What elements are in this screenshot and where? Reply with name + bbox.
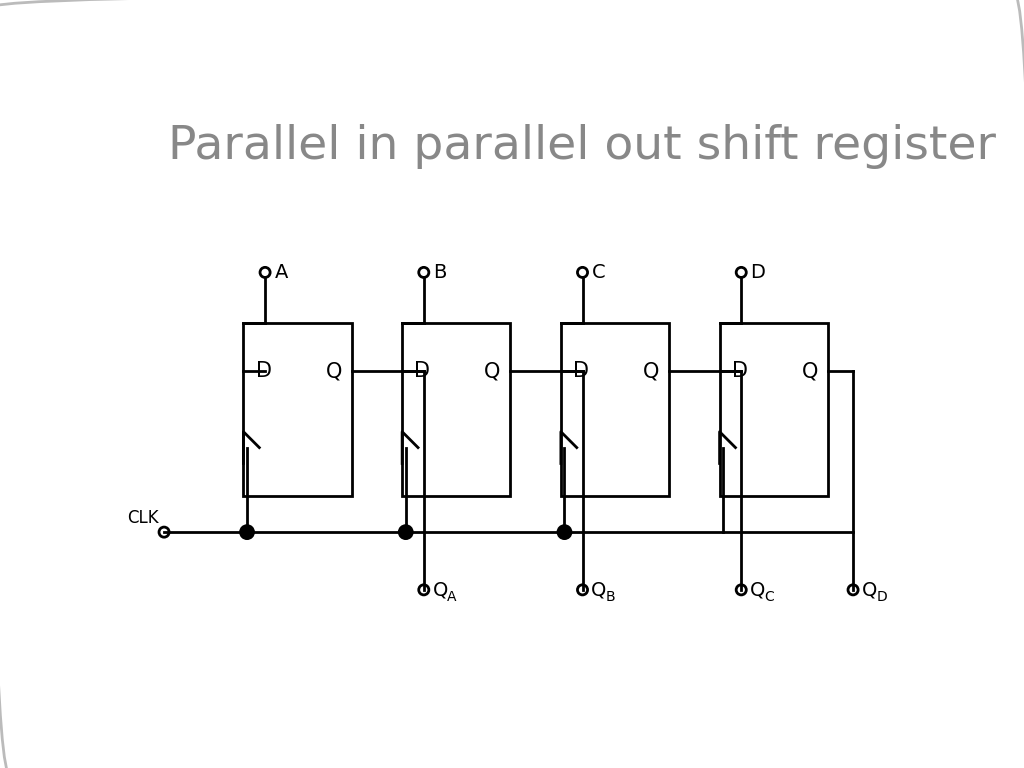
Text: Q: Q [802, 362, 818, 382]
Text: Q: Q [862, 581, 878, 599]
Text: Q: Q [326, 362, 342, 382]
Text: Parallel in parallel out shift register: Parallel in parallel out shift register [168, 124, 995, 169]
Text: A: A [446, 590, 457, 604]
Text: B: B [605, 590, 615, 604]
Bar [720, 323, 827, 496]
Text: A: A [274, 263, 288, 282]
Text: D: D [751, 263, 766, 282]
Text: Q: Q [432, 581, 447, 599]
Text: D: D [256, 362, 271, 382]
Text: CLK: CLK [127, 508, 159, 527]
Text: C: C [764, 590, 774, 604]
Circle shape [241, 525, 254, 538]
Circle shape [399, 525, 413, 538]
Text: D: D [573, 362, 589, 382]
Bar [402, 323, 510, 496]
Text: C: C [592, 263, 605, 282]
Text: D: D [732, 362, 748, 382]
Bar [561, 323, 669, 496]
Text: D: D [877, 590, 887, 604]
Text: B: B [433, 263, 446, 282]
Text: D: D [415, 362, 430, 382]
Text: Q: Q [750, 581, 765, 599]
Text: Q: Q [591, 581, 606, 599]
Bar [244, 323, 351, 496]
Circle shape [558, 525, 571, 538]
Text: Q: Q [484, 362, 501, 382]
Text: Q: Q [643, 362, 659, 382]
